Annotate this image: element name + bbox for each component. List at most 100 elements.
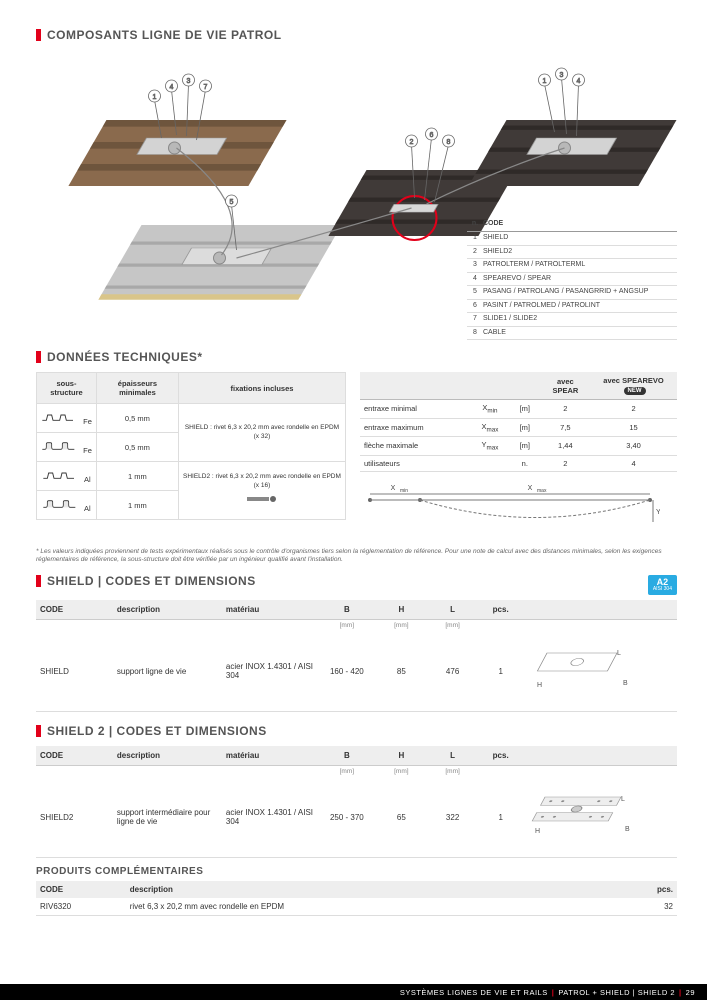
col-mat: matériau	[222, 600, 318, 620]
tech-thk: 0,5 mm	[96, 404, 178, 433]
svg-text:Y: Y	[656, 509, 660, 516]
svg-text:4: 4	[170, 84, 174, 91]
compl-desc: rivet 6,3 x 20,2 mm avec rondelle en EPD…	[126, 898, 626, 916]
unit-l: [mm]	[427, 766, 478, 778]
tech-mat: Al	[84, 475, 91, 484]
svg-text:4: 4	[577, 78, 581, 85]
spearevo-head: avec SPEAREVO NEW	[590, 372, 677, 400]
spear-v1: 2	[541, 400, 590, 419]
footer-sep-icon: |	[552, 988, 555, 997]
unit-h: [mm]	[376, 766, 427, 778]
footnote: * Les valeurs indiquées proviennent de t…	[36, 548, 677, 565]
col-code: CODE	[36, 600, 113, 620]
col-pcs: pcs.	[478, 600, 523, 620]
a2-badge: A2 AISI 304	[648, 575, 677, 595]
section-components-title: COMPOSANTS LIGNE DE VIE PATROL	[36, 28, 677, 42]
col-mat: matériau	[222, 746, 318, 766]
svg-text:L: L	[621, 796, 625, 803]
compl-code: RIV6320	[36, 898, 126, 916]
shield1-mat: acier INOX 1.4301 / AISI 304	[222, 631, 318, 712]
spear-v2: 3,40	[590, 437, 677, 456]
svg-text:1: 1	[153, 94, 157, 101]
spear-v1: 1,44	[541, 437, 590, 456]
col-desc: description	[113, 600, 222, 620]
svg-text:B: B	[625, 826, 630, 833]
tech-cell: Al	[37, 491, 97, 520]
svg-text:3: 3	[560, 72, 564, 79]
compl-title: PRODUITS COMPLÉMENTAIRES	[36, 866, 677, 877]
shield1-b: 160 - 420	[318, 631, 376, 712]
lifeline-diagram: 1 4 3 7 5 2 6 8 1 3 4 n. CODE 1SHIELD 2S…	[36, 50, 677, 340]
tech-thk: 1 mm	[96, 491, 178, 520]
svg-text:8: 8	[447, 139, 451, 146]
col-pcs: pcs.	[478, 746, 523, 766]
shield1-table: CODE description matériau B H L pcs. [mm…	[36, 600, 677, 712]
spear-lbl: entraxe maximum	[360, 418, 471, 437]
spear-v2: 15	[590, 418, 677, 437]
section-components-heading: COMPOSANTS LIGNE DE VIE PATROL	[47, 28, 282, 42]
spear-sym: Xmax	[471, 418, 509, 437]
shield2-heading: SHIELD 2 | CODES ET DIMENSIONS	[47, 724, 267, 738]
spear-v1: 2	[541, 455, 590, 471]
legend-code: SLIDE1 / SLIDE2	[483, 314, 677, 325]
legend-code: SHIELD2	[483, 247, 677, 258]
shield1-sketch: L B H	[523, 631, 677, 712]
compl-head-pcs: pcs.	[626, 881, 677, 898]
shield1-title: SHIELD | CODES ET DIMENSIONS	[36, 574, 256, 588]
spear-table: avec SPEAR avec SPEAREVO NEW entraxe min…	[360, 372, 677, 472]
svg-text:1: 1	[543, 78, 547, 85]
spear-lbl: utilisateurs	[360, 455, 471, 471]
footer-left: SYSTÈMES LIGNES DE VIE ET RAILS	[400, 988, 548, 997]
shield2-desc: support intermédiaire pour ligne de vie	[113, 777, 222, 858]
svg-text:H: H	[537, 682, 542, 689]
new-badge: NEW	[624, 387, 646, 395]
shield1-code: SHIELD	[36, 631, 113, 712]
unit-l: [mm]	[427, 620, 478, 632]
spear-v2: 2	[590, 400, 677, 419]
shield2-mat: acier INOX 1.4301 / AISI 304	[222, 777, 318, 858]
svg-text:B: B	[623, 680, 628, 687]
legend-head-n: n.	[467, 219, 483, 230]
table-row: RIV6320 rivet 6,3 x 20,2 mm avec rondell…	[36, 898, 677, 916]
col-l: L	[427, 600, 478, 620]
spear-sym: Ymax	[471, 437, 509, 456]
col-b: B	[318, 600, 376, 620]
compl-table: CODE description pcs. RIV6320 rivet 6,3 …	[36, 881, 677, 916]
legend-code: PATROLTERM / PATROLTERML	[483, 260, 677, 271]
footer-mid: PATROL + SHIELD | SHIELD 2	[558, 988, 675, 997]
svg-text:X: X	[528, 485, 533, 492]
svg-text:3: 3	[187, 78, 191, 85]
legend-code: PASINT / PATROLMED / PATROLINT	[483, 301, 677, 312]
legend-n: 2	[467, 247, 483, 258]
page-footer: SYSTÈMES LIGNES DE VIE ET RAILS | PATROL…	[0, 984, 707, 1000]
svg-text:X: X	[391, 485, 396, 492]
svg-text:7: 7	[204, 84, 208, 91]
legend-n: 7	[467, 314, 483, 325]
legend-code: SPEAREVO / SPEAR	[483, 274, 677, 285]
tech-cell: Al	[37, 462, 97, 491]
footer-sep-icon: |	[679, 988, 682, 997]
legend-n: 3	[467, 260, 483, 271]
spear-sym	[471, 455, 509, 471]
spear-lbl: flèche maximale	[360, 437, 471, 456]
tech-mat: Al	[84, 504, 91, 513]
shield1-desc: support ligne de vie	[113, 631, 222, 712]
svg-text:5: 5	[230, 199, 234, 206]
table-row: SHIELD support ligne de vie acier INOX 1…	[36, 631, 677, 712]
tech-cell: Fe	[37, 433, 97, 462]
spear-unit: n.	[509, 455, 541, 471]
spearevo-label: avec SPEAREVO	[603, 376, 663, 385]
spear-lbl: entraxe minimal	[360, 400, 471, 419]
compl-pcs: 32	[626, 898, 677, 916]
shield2-sketch: L B H	[523, 777, 677, 858]
red-bar-icon	[36, 351, 41, 363]
legend-n: 1	[467, 233, 483, 244]
shield2-h: 65	[376, 777, 427, 858]
col-code: CODE	[36, 746, 113, 766]
footer-page: 29	[686, 988, 695, 997]
red-bar-icon	[36, 725, 41, 737]
spear-v2: 4	[590, 455, 677, 471]
unit-b: [mm]	[318, 620, 376, 632]
table-row: SHIELD2 support intermédiaire pour ligne…	[36, 777, 677, 858]
tech-cell: Fe	[37, 404, 97, 433]
